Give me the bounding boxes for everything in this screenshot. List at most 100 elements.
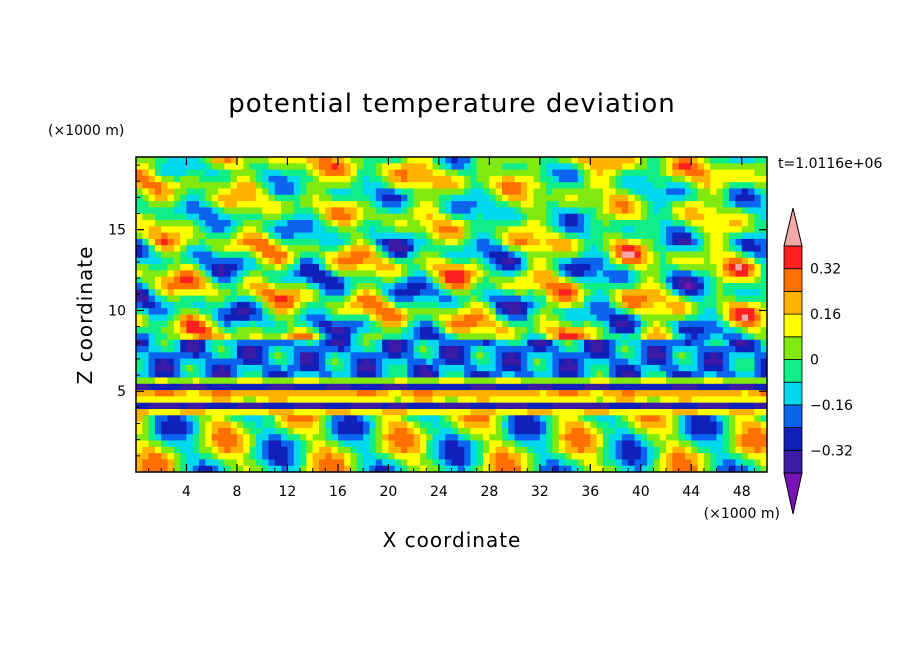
heatmap-cell — [363, 327, 371, 334]
heatmap-cell — [255, 289, 263, 297]
heatmap-cell — [218, 446, 225, 454]
heatmap-cell — [520, 301, 528, 309]
heatmap-cell — [684, 333, 692, 341]
heatmap-cell — [293, 232, 301, 240]
heatmap-cell — [337, 320, 345, 328]
heatmap-cell — [249, 421, 257, 429]
heatmap-cell — [666, 276, 673, 284]
heatmap-cell — [634, 270, 642, 278]
heatmap-cell — [678, 238, 686, 246]
heatmap-cell — [211, 163, 219, 171]
heatmap-cell — [672, 409, 680, 416]
heatmap-cell — [287, 238, 295, 246]
heatmap-cell — [722, 377, 730, 385]
heatmap-cell — [514, 409, 522, 416]
heatmap-cell — [716, 383, 724, 391]
heatmap-cell — [520, 427, 528, 435]
heatmap-cell — [375, 232, 383, 240]
heatmap-cell — [205, 409, 213, 416]
heatmap-cell — [224, 409, 232, 416]
heatmap-cell — [318, 364, 326, 372]
heatmap-cell — [710, 327, 718, 334]
heatmap-cell — [703, 194, 711, 202]
heatmap-cell — [199, 207, 207, 215]
heatmap-cell — [647, 238, 655, 246]
heatmap-cell — [236, 157, 244, 164]
heatmap-cell — [192, 346, 200, 353]
heatmap-cell — [268, 320, 276, 328]
heatmap-cell — [274, 220, 282, 227]
heatmap-cell — [148, 314, 156, 322]
heatmap-cell — [426, 232, 434, 240]
heatmap-cell — [148, 390, 156, 397]
heatmap-cell — [565, 320, 572, 328]
heatmap-cell — [445, 201, 453, 208]
heatmap-cell — [634, 301, 642, 309]
heatmap-cell — [508, 257, 516, 265]
heatmap-cell — [167, 194, 175, 202]
heatmap-cell — [293, 333, 301, 341]
heatmap-cell — [306, 339, 314, 347]
heatmap-cell — [344, 201, 352, 208]
heatmap-cell — [161, 459, 169, 467]
heatmap-cell — [224, 446, 232, 454]
heatmap-cell — [596, 175, 604, 183]
heatmap-cell — [659, 213, 667, 221]
heatmap-cell — [337, 163, 345, 171]
heatmap-cell — [501, 283, 509, 290]
heatmap-cell — [546, 226, 554, 234]
heatmap-cell — [596, 346, 604, 353]
heatmap-cell — [501, 238, 509, 246]
heatmap-cell — [337, 459, 345, 467]
heatmap-cell — [716, 396, 724, 404]
heatmap-cell — [426, 396, 434, 404]
heatmap-cell — [388, 213, 396, 221]
heatmap-cell — [672, 364, 680, 372]
heatmap-cell — [628, 207, 636, 215]
heatmap-cell — [262, 213, 270, 221]
heatmap-cell — [729, 396, 737, 404]
heatmap-cell — [634, 257, 642, 265]
heatmap-cell — [363, 175, 371, 183]
heatmap-cell — [401, 346, 408, 353]
heatmap-cell — [236, 383, 244, 391]
heatmap-cell — [748, 301, 755, 309]
heatmap-cell — [325, 270, 333, 278]
heatmap-cell — [325, 390, 333, 397]
heatmap-cell — [514, 465, 522, 472]
heatmap-cell — [413, 226, 421, 234]
heatmap-cell — [388, 402, 396, 410]
heatmap-cell — [331, 276, 339, 284]
heatmap-cell — [419, 427, 427, 435]
heatmap-cell — [659, 251, 667, 259]
heatmap-cell — [148, 440, 156, 448]
heatmap-cell — [180, 352, 188, 360]
heatmap-cell — [527, 446, 535, 454]
heatmap-cell — [394, 194, 402, 202]
heatmap-cell — [451, 289, 459, 297]
heatmap-cell — [148, 383, 156, 391]
heatmap-cell — [369, 226, 377, 234]
heatmap-cell — [211, 453, 219, 460]
heatmap-cell — [331, 371, 339, 379]
heatmap-cell — [167, 264, 175, 271]
heatmap-cell — [281, 175, 289, 183]
heatmap-cell — [684, 201, 692, 208]
heatmap-cell — [457, 245, 465, 253]
heatmap-cell — [609, 320, 617, 328]
heatmap-cell — [325, 453, 333, 460]
heatmap-cell — [716, 169, 724, 177]
heatmap-cell — [438, 352, 446, 360]
heatmap-cell — [621, 409, 629, 416]
heatmap-cell — [666, 175, 673, 183]
heatmap-cell — [394, 453, 402, 460]
heatmap-cell — [211, 295, 219, 303]
heatmap-cell — [312, 409, 320, 416]
heatmap-cell — [697, 289, 705, 297]
heatmap-cell — [691, 213, 699, 221]
heatmap-cell — [142, 276, 150, 284]
heatmap-cell — [419, 421, 427, 429]
heatmap-cell — [249, 308, 257, 316]
heatmap-cell — [678, 194, 686, 202]
heatmap-cell — [363, 283, 371, 290]
